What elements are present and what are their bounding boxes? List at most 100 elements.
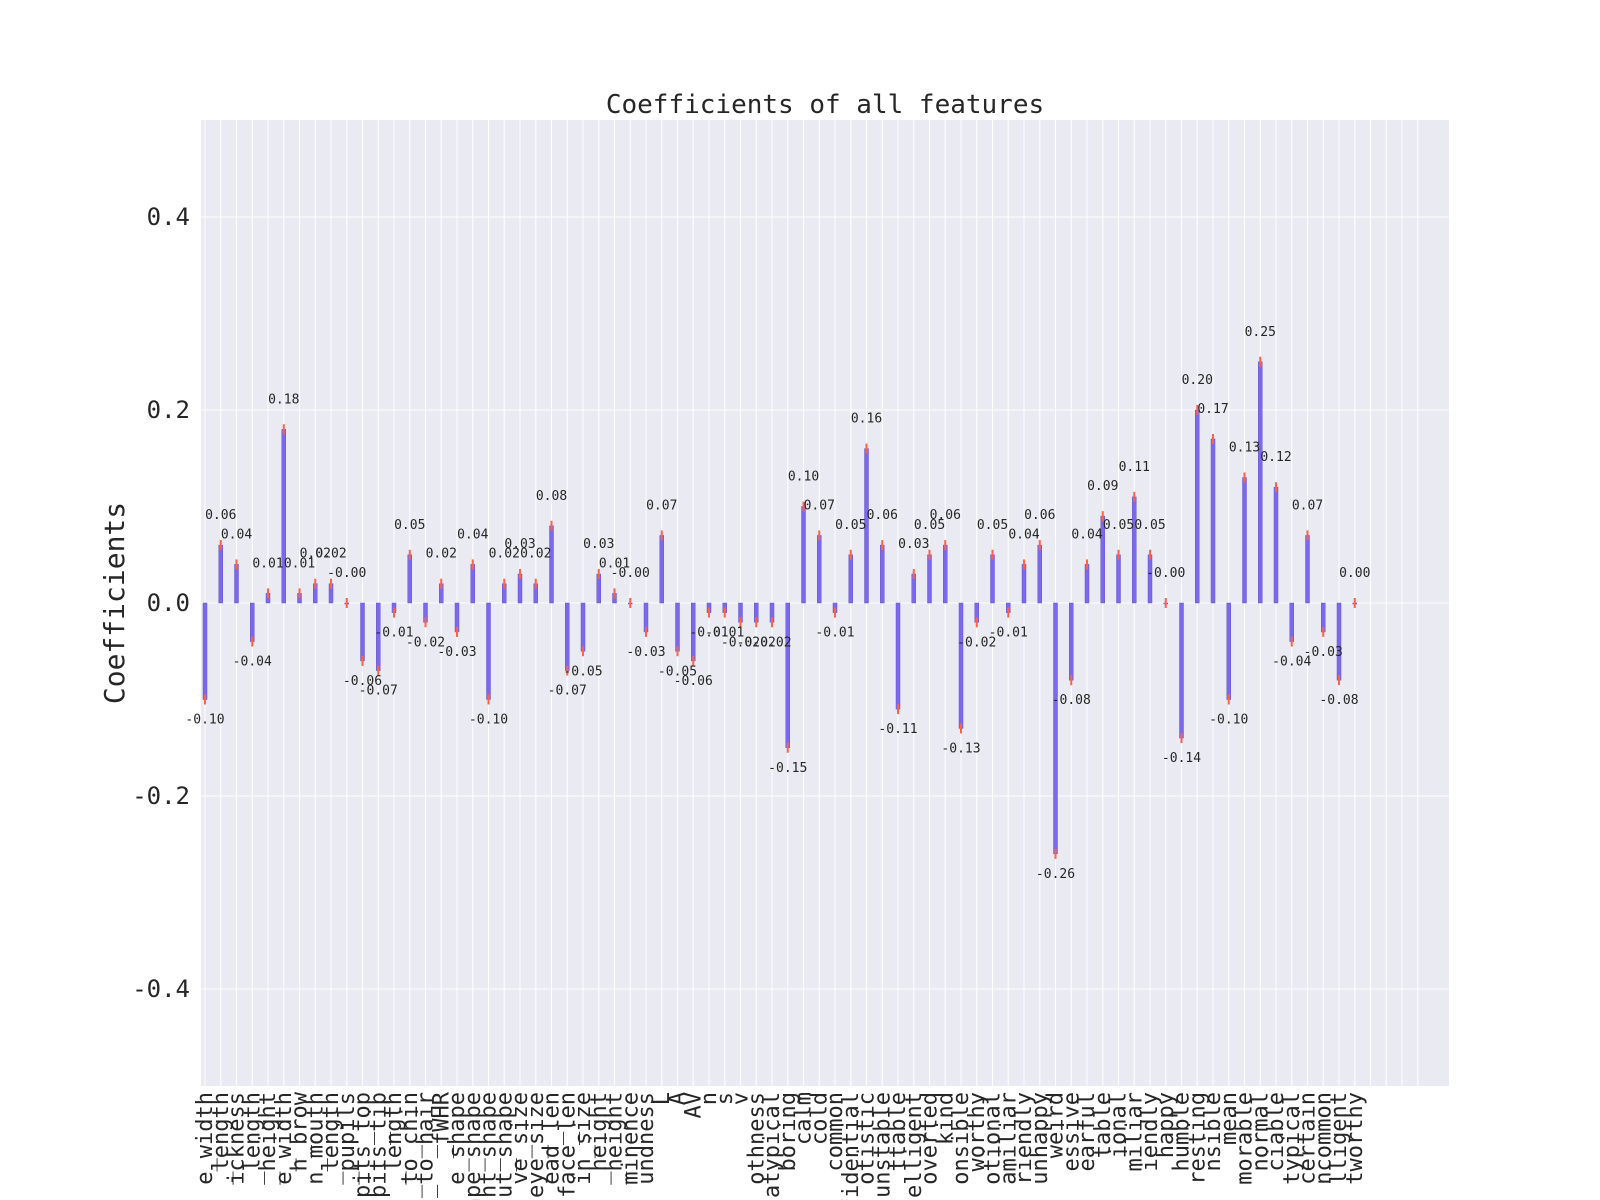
data-label: -0.06 xyxy=(343,674,382,689)
data-label: 0.04 xyxy=(1008,527,1039,542)
x-tick-label: L xyxy=(650,1092,675,1105)
data-label: 0.04 xyxy=(457,527,488,542)
data-label: -0.05 xyxy=(563,664,602,679)
bar xyxy=(1179,602,1184,739)
bar xyxy=(1336,602,1342,681)
x-tick-label: pits_tip xyxy=(366,1092,391,1198)
data-label: -0.00 xyxy=(611,566,650,581)
bar xyxy=(1289,602,1294,642)
bar xyxy=(549,525,554,604)
y-axis-label: Coefficients xyxy=(98,502,131,704)
x-tick-label: cold xyxy=(807,1092,832,1145)
x-tick-label: n_mouth xyxy=(303,1092,328,1185)
data-label: -0.10 xyxy=(1209,713,1248,728)
x-tick-label: humble xyxy=(1170,1092,1195,1171)
bar xyxy=(250,602,255,642)
x-tick-label: onsible xyxy=(949,1092,974,1185)
bar xyxy=(234,564,239,604)
x-tick-label: ncommon xyxy=(1311,1092,1336,1185)
data-label: 0.06 xyxy=(1024,508,1055,523)
x-tick-label: happy xyxy=(1154,1092,1179,1158)
y-tick-label: 0.2 xyxy=(147,396,190,424)
data-label: 0.07 xyxy=(1292,498,1323,513)
data-label: -0.01 xyxy=(815,626,854,641)
data-label: 0.06 xyxy=(930,508,961,523)
bar xyxy=(360,602,365,662)
x-tick-label: e_width xyxy=(272,1092,297,1185)
bar xyxy=(895,602,901,710)
x-tick-label: n_to_chin xyxy=(398,1092,423,1200)
data-label: -0.10 xyxy=(185,713,224,728)
x-tick-label: _height xyxy=(587,1092,612,1185)
x-tick-label: iendly xyxy=(1138,1092,1163,1171)
data-label: 0.05 xyxy=(914,518,945,533)
bar xyxy=(407,554,412,604)
error-bars xyxy=(204,356,1356,859)
x-tick-label: e_width xyxy=(193,1092,218,1185)
x-tick-label: weird xyxy=(1044,1092,1069,1158)
x-tick-label: morable xyxy=(1233,1092,1258,1185)
x-tick-label: calm xyxy=(792,1092,817,1145)
data-label: -0.11 xyxy=(878,722,917,737)
data-label: -0.08 xyxy=(1052,693,1091,708)
data-label: 0.07 xyxy=(804,498,835,513)
bar xyxy=(1242,477,1247,604)
bar xyxy=(927,554,932,604)
bar xyxy=(1037,544,1042,604)
data-label: 0.11 xyxy=(1119,460,1150,475)
x-tick-label: _fWHR xyxy=(429,1091,454,1158)
data-label: -0.01 xyxy=(374,626,413,641)
x-tick-label: h_brow xyxy=(288,1091,313,1171)
y-tick-labels: -0.4 -0.2 0.0 0.2 0.4 xyxy=(132,203,190,1003)
bar xyxy=(580,602,586,652)
data-label: 0.17 xyxy=(1197,402,1228,417)
bar xyxy=(1132,496,1137,604)
x-tick-label: ional xyxy=(1107,1092,1132,1158)
x-tick-label: ut_shape xyxy=(492,1092,517,1198)
x-tick-label: riendly xyxy=(1012,1092,1037,1185)
x-tick-label: otional xyxy=(981,1092,1006,1185)
data-label: 0.05 xyxy=(835,518,866,533)
x-tick-label: earful xyxy=(1075,1092,1100,1171)
x-tick-label: e_shape xyxy=(445,1092,470,1185)
bar xyxy=(1210,438,1216,604)
x-tick-labels: e_width_lengthickness_length_heighte_wid… xyxy=(193,1091,1368,1200)
bar xyxy=(202,602,208,700)
x-tick-label: elligent xyxy=(902,1092,927,1198)
data-label: 0.02 xyxy=(300,547,331,562)
data-label: 0.16 xyxy=(851,412,882,427)
data-label: 0.05 xyxy=(1103,518,1134,533)
x-tick-label: in_size xyxy=(571,1092,596,1185)
bar xyxy=(1021,564,1027,604)
data-label: 0.18 xyxy=(268,392,299,407)
data-label: -0.13 xyxy=(941,741,980,756)
data-label: 0.06 xyxy=(205,508,236,523)
x-tick-label: _length xyxy=(209,1092,234,1185)
x-tick-label: boring xyxy=(776,1092,801,1171)
data-label: -0.05 xyxy=(658,664,697,679)
bar xyxy=(1053,602,1058,855)
data-label: 0.07 xyxy=(646,498,677,513)
data-label: -0.02 xyxy=(752,635,791,650)
data-label: 0.01 xyxy=(599,556,630,571)
x-tick-label: otistic xyxy=(855,1092,880,1185)
x-tick-label: table xyxy=(1091,1092,1116,1158)
data-label: 0.02 xyxy=(426,547,457,562)
y-tick-label: 0.4 xyxy=(147,203,190,231)
data-label: -0.14 xyxy=(1162,751,1201,766)
x-tick-label: pits_top xyxy=(351,1092,376,1198)
x-tick-label: typical xyxy=(1280,1092,1305,1185)
data-label: -0.03 xyxy=(1304,645,1343,660)
data-label: 0.25 xyxy=(1245,325,1276,340)
x-tick-label: undness xyxy=(634,1092,659,1185)
data-label: 0.13 xyxy=(1229,441,1260,456)
bar xyxy=(1258,361,1263,604)
x-tick-label: unstable xyxy=(870,1092,895,1198)
bar xyxy=(785,602,790,748)
data-label: -0.03 xyxy=(626,645,665,660)
x-tick-label: miliar xyxy=(1122,1092,1147,1171)
data-label: 0.03 xyxy=(898,537,929,552)
data-label: 0.03 xyxy=(583,537,614,552)
x-tick-label: othness xyxy=(744,1092,769,1185)
